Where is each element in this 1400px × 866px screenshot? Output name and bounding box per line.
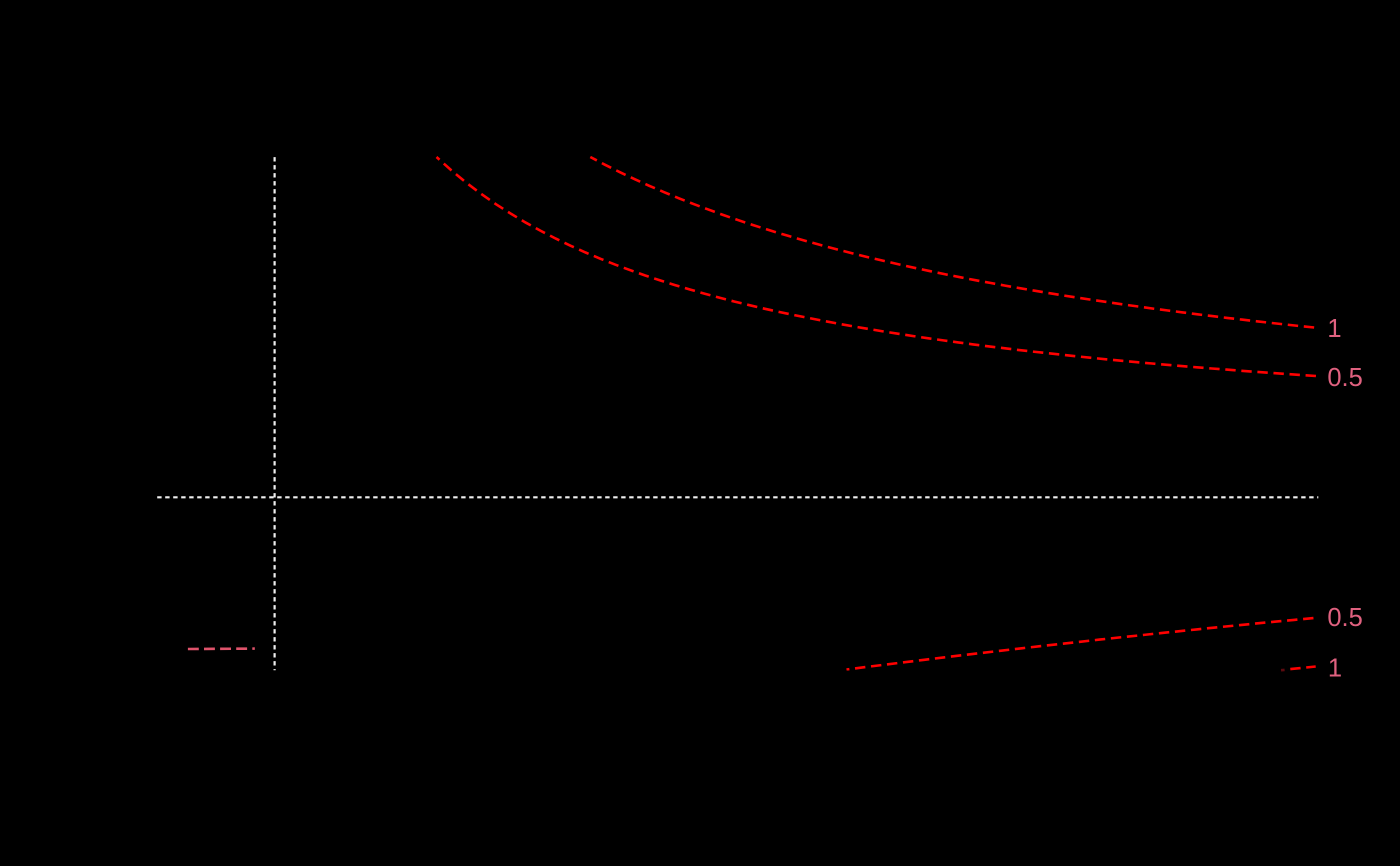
- svg-text:0.5: 0.5: [1327, 604, 1362, 632]
- svg-text:1: 1: [1328, 654, 1342, 682]
- svg-text:1: 1: [1327, 315, 1341, 343]
- svg-text:0.5: 0.5: [1327, 364, 1362, 392]
